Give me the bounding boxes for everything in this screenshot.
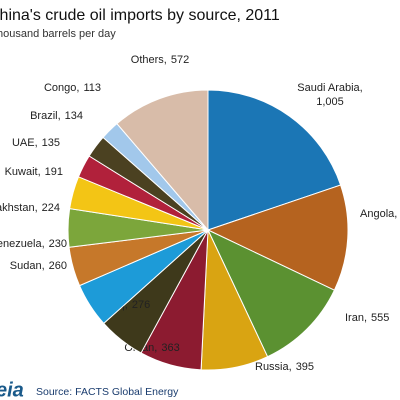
category-label: Russia, [255, 361, 292, 373]
slice-label: Kazakhstan, 224 [0, 202, 60, 214]
category-label: Brazil, [30, 110, 61, 122]
category-label: Congo, [44, 82, 79, 94]
slice-label: Congo, 113 [44, 82, 101, 94]
category-label: UAE, [12, 137, 38, 149]
value-label: 260 [49, 260, 67, 272]
slice-label: Others, 572 [131, 54, 189, 66]
value-label: 276 [132, 299, 150, 311]
logo: eia [0, 379, 24, 400]
category-label: Kuwait, [5, 166, 41, 178]
category-label: Angola, [360, 208, 397, 220]
category-label: Saudi Arabia, [297, 82, 362, 94]
category-label: Venezuela, [0, 238, 45, 250]
slice-label: UAE, 135 [12, 137, 60, 149]
slice-label: Saudi Arabia, 1,005 [297, 82, 362, 108]
value-label: 395 [296, 361, 314, 373]
value-label: 113 [83, 82, 101, 94]
pie-slice [207, 89, 342, 231]
pie-slice [116, 89, 209, 232]
slice-label: Venezuela, 230 [0, 238, 67, 250]
value-label: 572 [171, 54, 189, 66]
pie-slice [206, 184, 349, 291]
chart-subtitle: thousand barrels per day [0, 28, 116, 40]
value-label: 135 [42, 137, 60, 149]
slice-label: Brazil, 134 [30, 110, 83, 122]
value-label: 1,005 [316, 96, 344, 108]
value-label: 230 [49, 238, 67, 250]
pie-slice [206, 228, 336, 358]
slice-label: Russia, 395 [255, 361, 314, 373]
value-label: 134 [65, 110, 83, 122]
slice-label: Sudan, 260 [10, 260, 67, 272]
slice-label: Iran, 555 [345, 312, 389, 324]
slice-label: Kuwait, 191 [5, 166, 63, 178]
slice-label: Angola, [360, 208, 397, 220]
value-label: 363 [161, 342, 179, 354]
source: Source: FACTS Global Energy [36, 386, 179, 398]
category-label: Others, [131, 54, 167, 66]
chart-title: China's crude oil imports by source, 201… [0, 7, 280, 24]
value-label: 224 [42, 202, 60, 214]
category-label: Kazakhstan, [0, 202, 38, 214]
value-label: 555 [371, 312, 389, 324]
value-label: 191 [45, 166, 63, 178]
category-label: Sudan, [10, 260, 45, 272]
category-label: Iran, [345, 312, 367, 324]
